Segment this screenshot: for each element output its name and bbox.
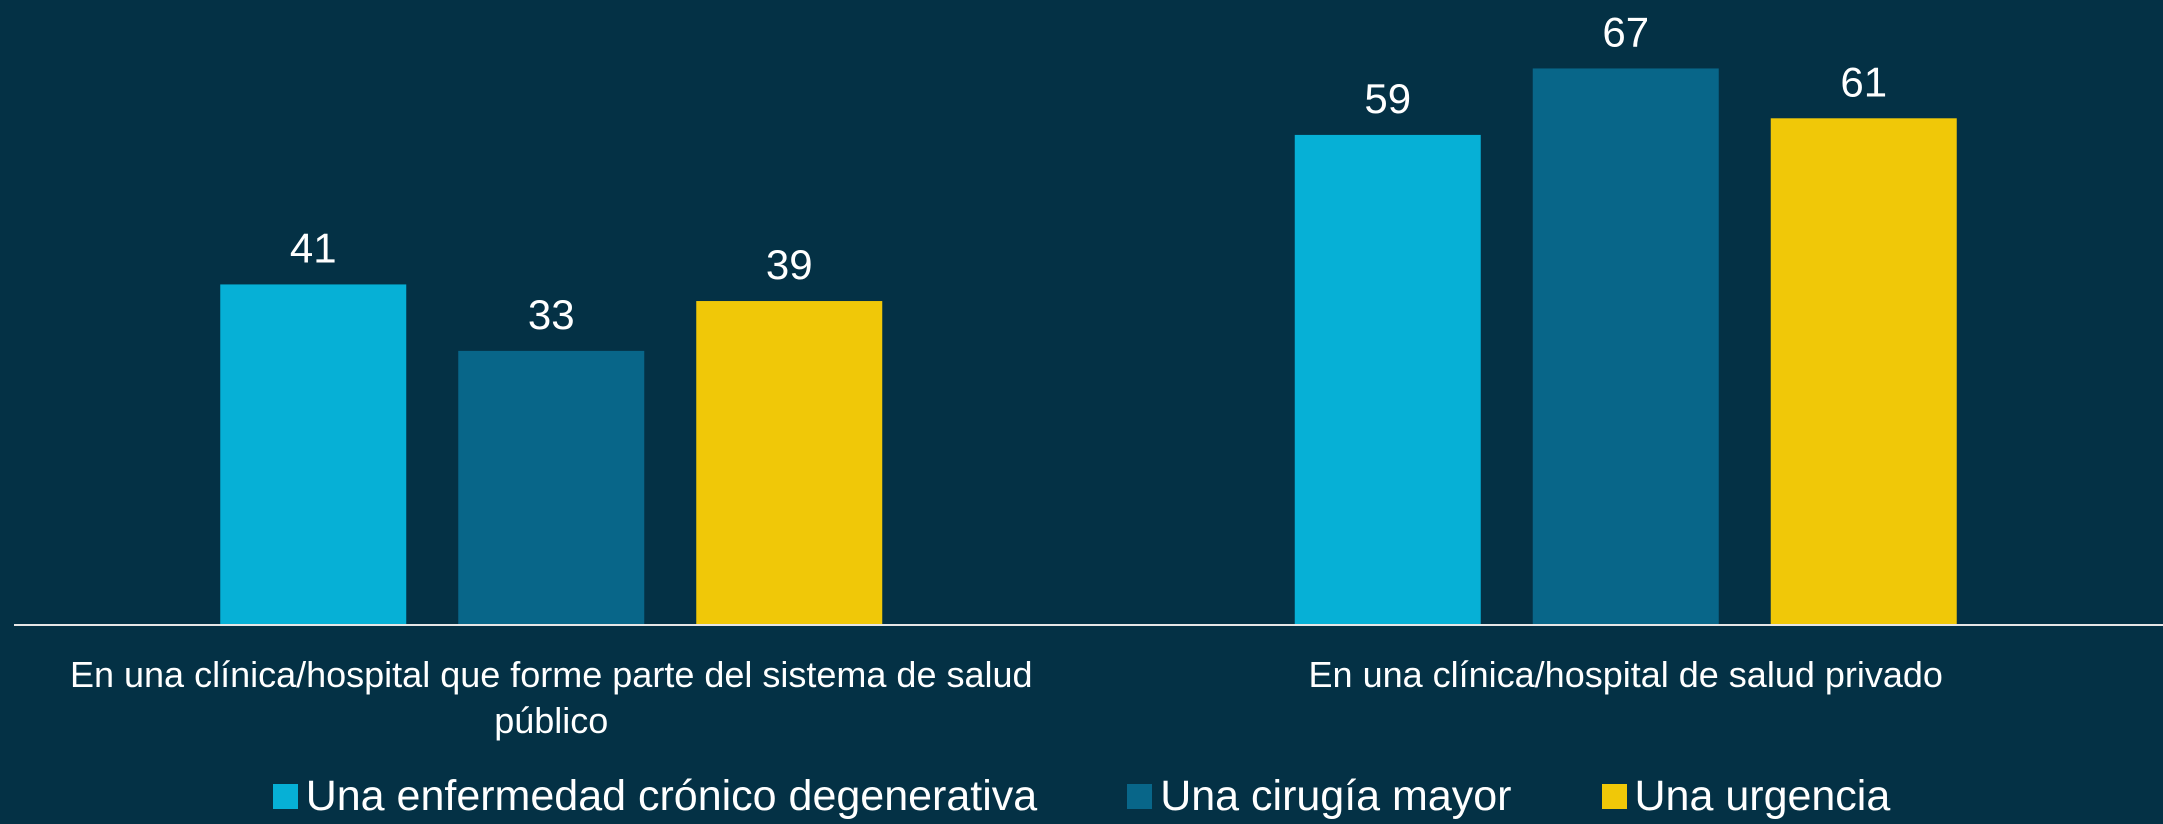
legend-item: Una cirugía mayor: [1127, 772, 1512, 821]
x-tick-label: En una clínica/hospital de salud privado: [1308, 654, 1943, 695]
value-label: 39: [766, 241, 813, 288]
bar: [458, 350, 645, 625]
value-label: 59: [1364, 75, 1411, 122]
legend: Una enfermedad crónico degenerativa Una c…: [0, 772, 2163, 821]
legend-swatch: [272, 784, 298, 809]
bar: [1770, 118, 1957, 625]
legend-item: Una enfermedad crónico degenerativa: [272, 772, 1038, 821]
legend-item: Una urgencia: [1601, 772, 1891, 821]
legend-label: Una enfermedad crónico degenerativa: [305, 772, 1038, 820]
bar: [1294, 134, 1481, 625]
value-label: 67: [1602, 8, 1649, 55]
bar: [1532, 68, 1719, 626]
value-label: 41: [290, 224, 337, 271]
legend-swatch: [1601, 784, 1627, 809]
bar: [696, 301, 883, 625]
value-label: 33: [528, 291, 575, 338]
legend-label: Una cirugía mayor: [1160, 772, 1512, 820]
value-label: 61: [1840, 58, 1887, 105]
legend-label: Una urgencia: [1634, 772, 1891, 820]
legend-swatch: [1127, 784, 1153, 809]
x-tick-label: En una clínica/hospital que forme parte …: [69, 654, 1033, 741]
bar: [220, 284, 407, 625]
